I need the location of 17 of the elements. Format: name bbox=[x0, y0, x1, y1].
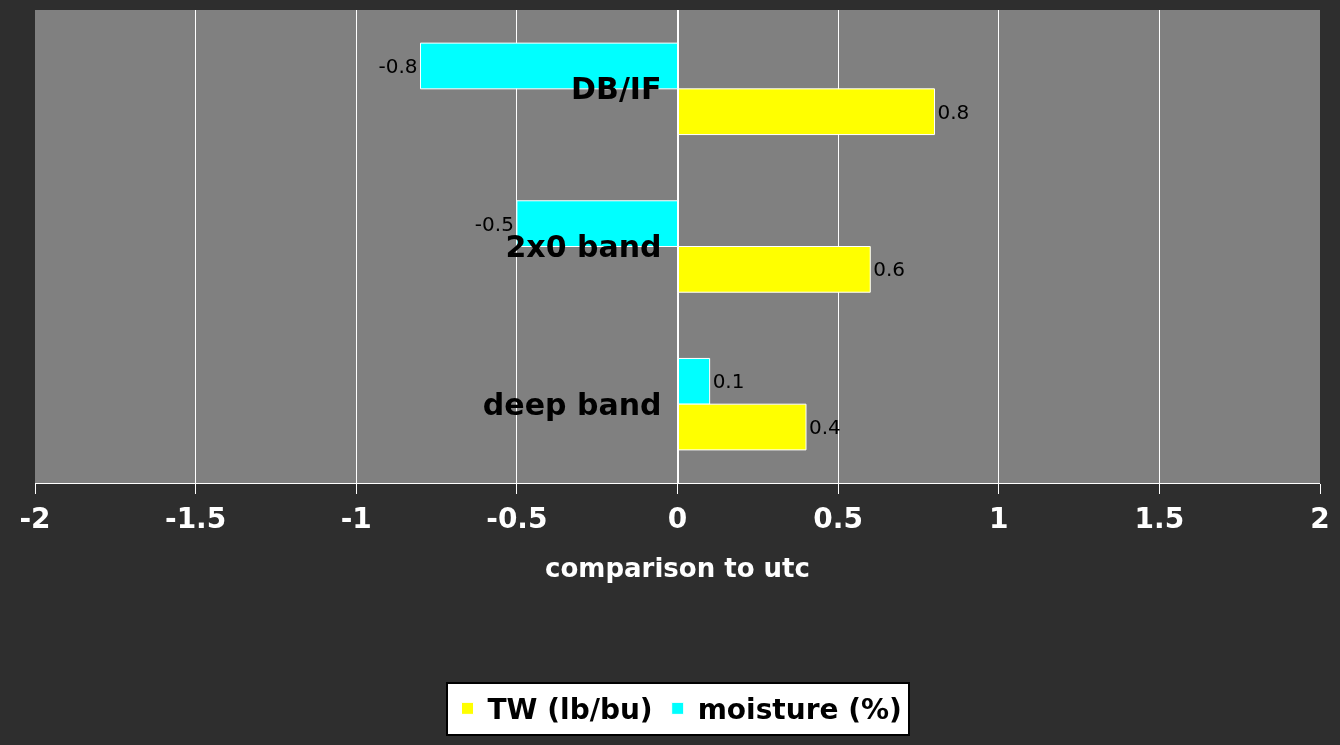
x-tick-label: -0.5 bbox=[486, 501, 548, 535]
x-tick-label: -1.5 bbox=[165, 501, 227, 535]
x-tick-label: 0 bbox=[667, 501, 688, 535]
x-tick-label: 1 bbox=[989, 501, 1009, 535]
legend-label: moisture (%) bbox=[697, 693, 902, 727]
x-axis-title: comparison to utc bbox=[545, 553, 810, 584]
x-tick-label: -1 bbox=[340, 501, 372, 535]
x-tick-label: -2 bbox=[19, 501, 51, 535]
x-tick-label: 2 bbox=[1310, 501, 1330, 535]
x-tick-label: 0.5 bbox=[813, 501, 863, 535]
data-label: -0.8 bbox=[378, 53, 418, 78]
data-label: 0.6 bbox=[873, 257, 906, 282]
data-label: 0.8 bbox=[937, 99, 970, 124]
data-label: -0.5 bbox=[474, 211, 514, 236]
data-label: 0.1 bbox=[712, 369, 745, 394]
x-tick-label: 1.5 bbox=[1134, 501, 1185, 535]
legend-label: TW (lb/bu) bbox=[487, 693, 653, 727]
